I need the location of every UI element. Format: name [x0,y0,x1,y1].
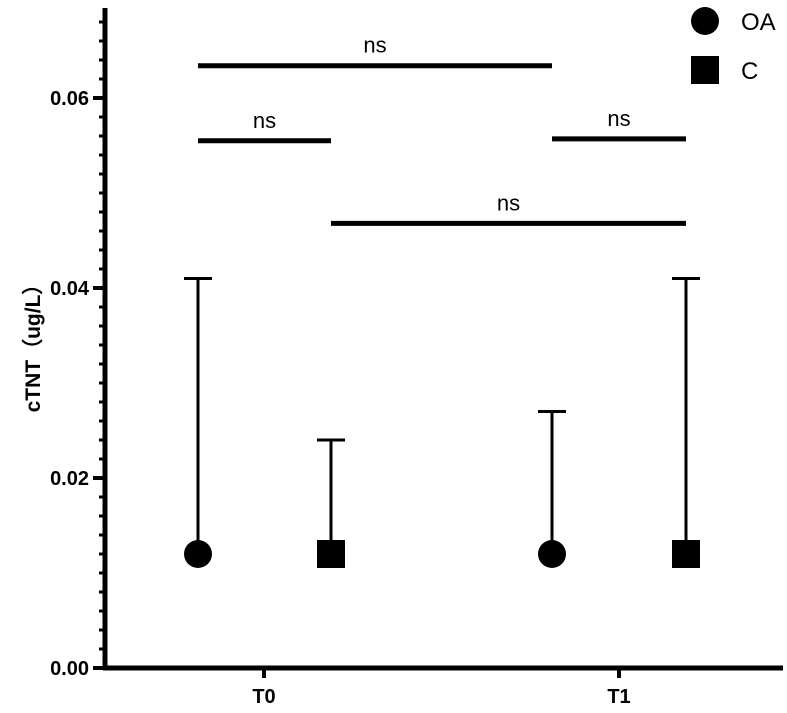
significance-brackets: ns ns ns ns [198,33,686,226]
legend-label-oa: OA [741,9,776,36]
x-tick-label: T1 [607,686,630,708]
data-point-oa [538,540,566,568]
legend-marker-c [691,56,719,84]
significance-label: ns [253,108,276,133]
y-tick-label: 0.02 [50,468,89,490]
data-marks [184,277,700,568]
axes: 0.00 0.02 0.04 0.06 T0 T1 cTNT（ug/L） [21,8,783,708]
data-point-c [317,540,345,568]
y-tick-label: 0.04 [50,278,90,300]
legend-label-c: C [741,58,758,85]
data-point-c [672,540,700,568]
y-tick-label: 0.06 [50,88,89,110]
significance-label: ns [497,190,520,215]
legend: OA C [691,7,776,85]
x-tick-label: T0 [252,686,275,708]
legend-marker-oa [691,7,719,35]
significance-label: ns [607,106,630,131]
data-point-oa [184,540,212,568]
y-tick-label: 0.00 [50,658,89,680]
y-axis-title: cTNT（ug/L） [21,274,45,413]
significance-label: ns [363,33,386,58]
